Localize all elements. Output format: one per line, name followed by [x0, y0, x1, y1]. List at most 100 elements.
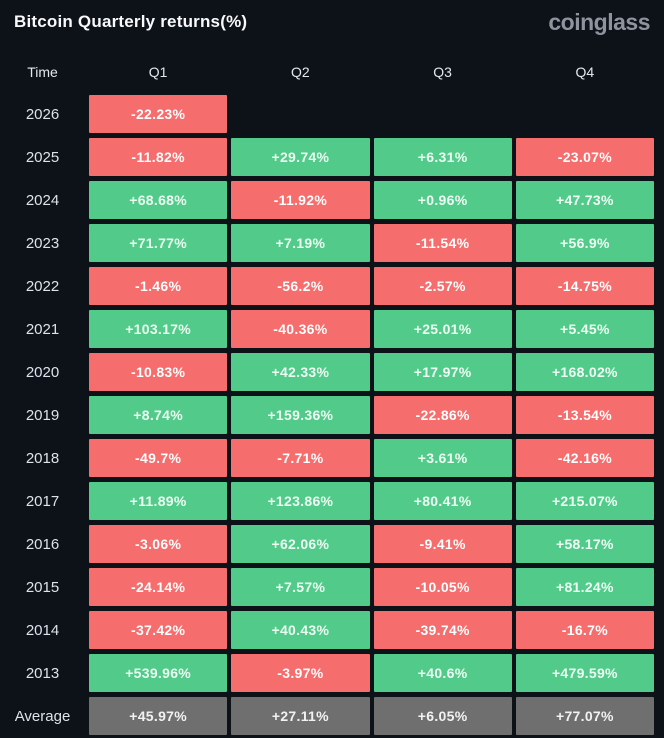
cell-2018-q1: -49.7% [89, 439, 228, 477]
cell-2022-q2: -56.2% [231, 267, 370, 305]
table-row-2013: 2013 +539.96% -3.97% +40.6% +479.59% [0, 654, 664, 692]
row-label: 2017 [25, 492, 60, 510]
cell-2013-q3: +40.6% [373, 654, 512, 692]
cell-2025-q1: -11.82% [89, 138, 228, 176]
cell-2013-q4: +479.59% [515, 654, 654, 692]
column-header-time: Time [27, 64, 58, 80]
cell-2018-q3: +3.61% [373, 439, 512, 477]
cell-2014-q1: -37.42% [89, 611, 228, 649]
table-row-2022: 2022 -1.46% -56.2% -2.57% -14.75% [0, 267, 664, 305]
cell-2019-q3: -22.86% [373, 396, 512, 434]
cell-2015-q3: -10.05% [373, 568, 512, 606]
returns-table-body: 2026 -22.23% 2025 -11.82% +29.74% +6.31% -23.0… [0, 95, 664, 735]
cell-2021-q2: -40.36% [231, 310, 370, 348]
column-header-q4: Q4 [575, 64, 595, 80]
cell-2024-q3: +0.96% [373, 181, 512, 219]
column-header-q1: Q1 [148, 64, 168, 80]
cell-2023-q3: -11.54% [373, 224, 512, 262]
cell-2021-q4: +5.45% [515, 310, 654, 348]
cell-2020-q4: +168.02% [515, 353, 654, 391]
table-row-2025: 2025 -11.82% +29.74% +6.31% -23.07% [0, 138, 664, 176]
table-row-2020: 2020 -10.83% +42.33% +17.97% +168.02% [0, 353, 664, 391]
cell-2021-q3: +25.01% [373, 310, 512, 348]
page-title: Bitcoin Quarterly returns(%) [14, 12, 248, 31]
table-row-2014: 2014 -37.42% +40.43% -39.74% -16.7% [0, 611, 664, 649]
cell-2020-q3: +17.97% [373, 353, 512, 391]
row-label: 2022 [25, 277, 60, 295]
cell-average-q1: +45.97% [89, 697, 228, 735]
cell-2016-q3: -9.41% [373, 525, 512, 563]
cell-2013-q2: -3.97% [231, 654, 370, 692]
cell-2024-q4: +47.73% [515, 181, 654, 219]
cell-2019-q2: +159.36% [231, 396, 370, 434]
row-label: 2026 [25, 105, 60, 123]
cell-average-q3: +6.05% [373, 697, 512, 735]
cell-2013-q1: +539.96% [89, 654, 228, 692]
cell-2017-q1: +11.89% [89, 482, 228, 520]
cell-2017-q4: +215.07% [515, 482, 654, 520]
column-header-q2: Q2 [291, 64, 310, 80]
cell-2015-q4: +81.24% [515, 568, 654, 606]
table-row-2019: 2019 +8.74% +159.36% -22.86% -13.54% [0, 396, 664, 434]
table-header-row: Time Q1 Q2 Q3 Q4 [0, 54, 664, 90]
widget-header: Bitcoin Quarterly returns(%) coinglass [0, 0, 664, 42]
cell-2026-q4 [516, 95, 654, 133]
cell-2025-q2: +29.74% [231, 138, 370, 176]
row-label: 2021 [25, 320, 60, 338]
row-label: 2016 [25, 535, 60, 553]
row-label: 2014 [25, 621, 60, 639]
row-label: 2020 [25, 363, 60, 381]
cell-2023-q4: +56.9% [515, 224, 654, 262]
cell-2017-q3: +80.41% [373, 482, 512, 520]
table-row-2015: 2015 -24.14% +7.57% -10.05% +81.24% [0, 568, 664, 606]
cell-2016-q4: +58.17% [515, 525, 654, 563]
row-label: 2025 [25, 148, 60, 166]
cell-2022-q3: -2.57% [373, 267, 512, 305]
cell-2023-q1: +71.77% [89, 224, 228, 262]
table-row-2021: 2021 +103.17% -40.36% +25.01% +5.45% [0, 310, 664, 348]
cell-2016-q1: -3.06% [89, 525, 228, 563]
cell-2015-q2: +7.57% [231, 568, 370, 606]
cell-2020-q2: +42.33% [231, 353, 370, 391]
table-row-2024: 2024 +68.68% -11.92% +0.96% +47.73% [0, 181, 664, 219]
cell-2016-q2: +62.06% [231, 525, 370, 563]
cell-2018-q2: -7.71% [231, 439, 370, 477]
cell-2014-q4: -16.7% [515, 611, 654, 649]
cell-2015-q1: -24.14% [89, 568, 228, 606]
cell-2019-q4: -13.54% [515, 396, 654, 434]
table-row-2017: 2017 +11.89% +123.86% +80.41% +215.07% [0, 482, 664, 520]
cell-2019-q1: +8.74% [89, 396, 228, 434]
table-row-2016: 2016 -3.06% +62.06% -9.41% +58.17% [0, 525, 664, 563]
cell-2025-q4: -23.07% [515, 138, 654, 176]
cell-2026-q2 [231, 95, 369, 133]
cell-2024-q1: +68.68% [89, 181, 228, 219]
row-label: Average [14, 707, 71, 725]
cell-2026-q3 [374, 95, 512, 133]
cell-2021-q1: +103.17% [89, 310, 228, 348]
cell-2026-q1: -22.23% [89, 95, 228, 133]
cell-average-q2: +27.11% [231, 697, 370, 735]
cell-2020-q1: -10.83% [89, 353, 228, 391]
cell-2018-q4: -42.16% [515, 439, 654, 477]
table-row-2026: 2026 -22.23% [0, 95, 664, 133]
row-label: 2024 [25, 191, 60, 209]
row-label: 2019 [25, 406, 60, 424]
cell-2023-q2: +7.19% [231, 224, 370, 262]
cell-2022-q4: -14.75% [515, 267, 654, 305]
row-label: 2015 [25, 578, 60, 596]
cell-2022-q1: -1.46% [89, 267, 228, 305]
cell-average-q4: +77.07% [515, 697, 654, 735]
row-label: 2023 [25, 234, 60, 252]
cell-2014-q2: +40.43% [231, 611, 370, 649]
cell-2014-q3: -39.74% [373, 611, 512, 649]
row-label: 2018 [25, 449, 60, 467]
cell-2017-q2: +123.86% [231, 482, 370, 520]
column-header-q3: Q3 [433, 64, 452, 80]
cell-2025-q3: +6.31% [373, 138, 512, 176]
coinglass-logo: coinglass [548, 8, 650, 35]
table-row-average: Average +45.97% +27.11% +6.05% +77.07% [0, 697, 664, 735]
table-row-2023: 2023 +71.77% +7.19% -11.54% +56.9% [0, 224, 664, 262]
cell-2024-q2: -11.92% [231, 181, 370, 219]
row-label: 2013 [25, 664, 60, 682]
